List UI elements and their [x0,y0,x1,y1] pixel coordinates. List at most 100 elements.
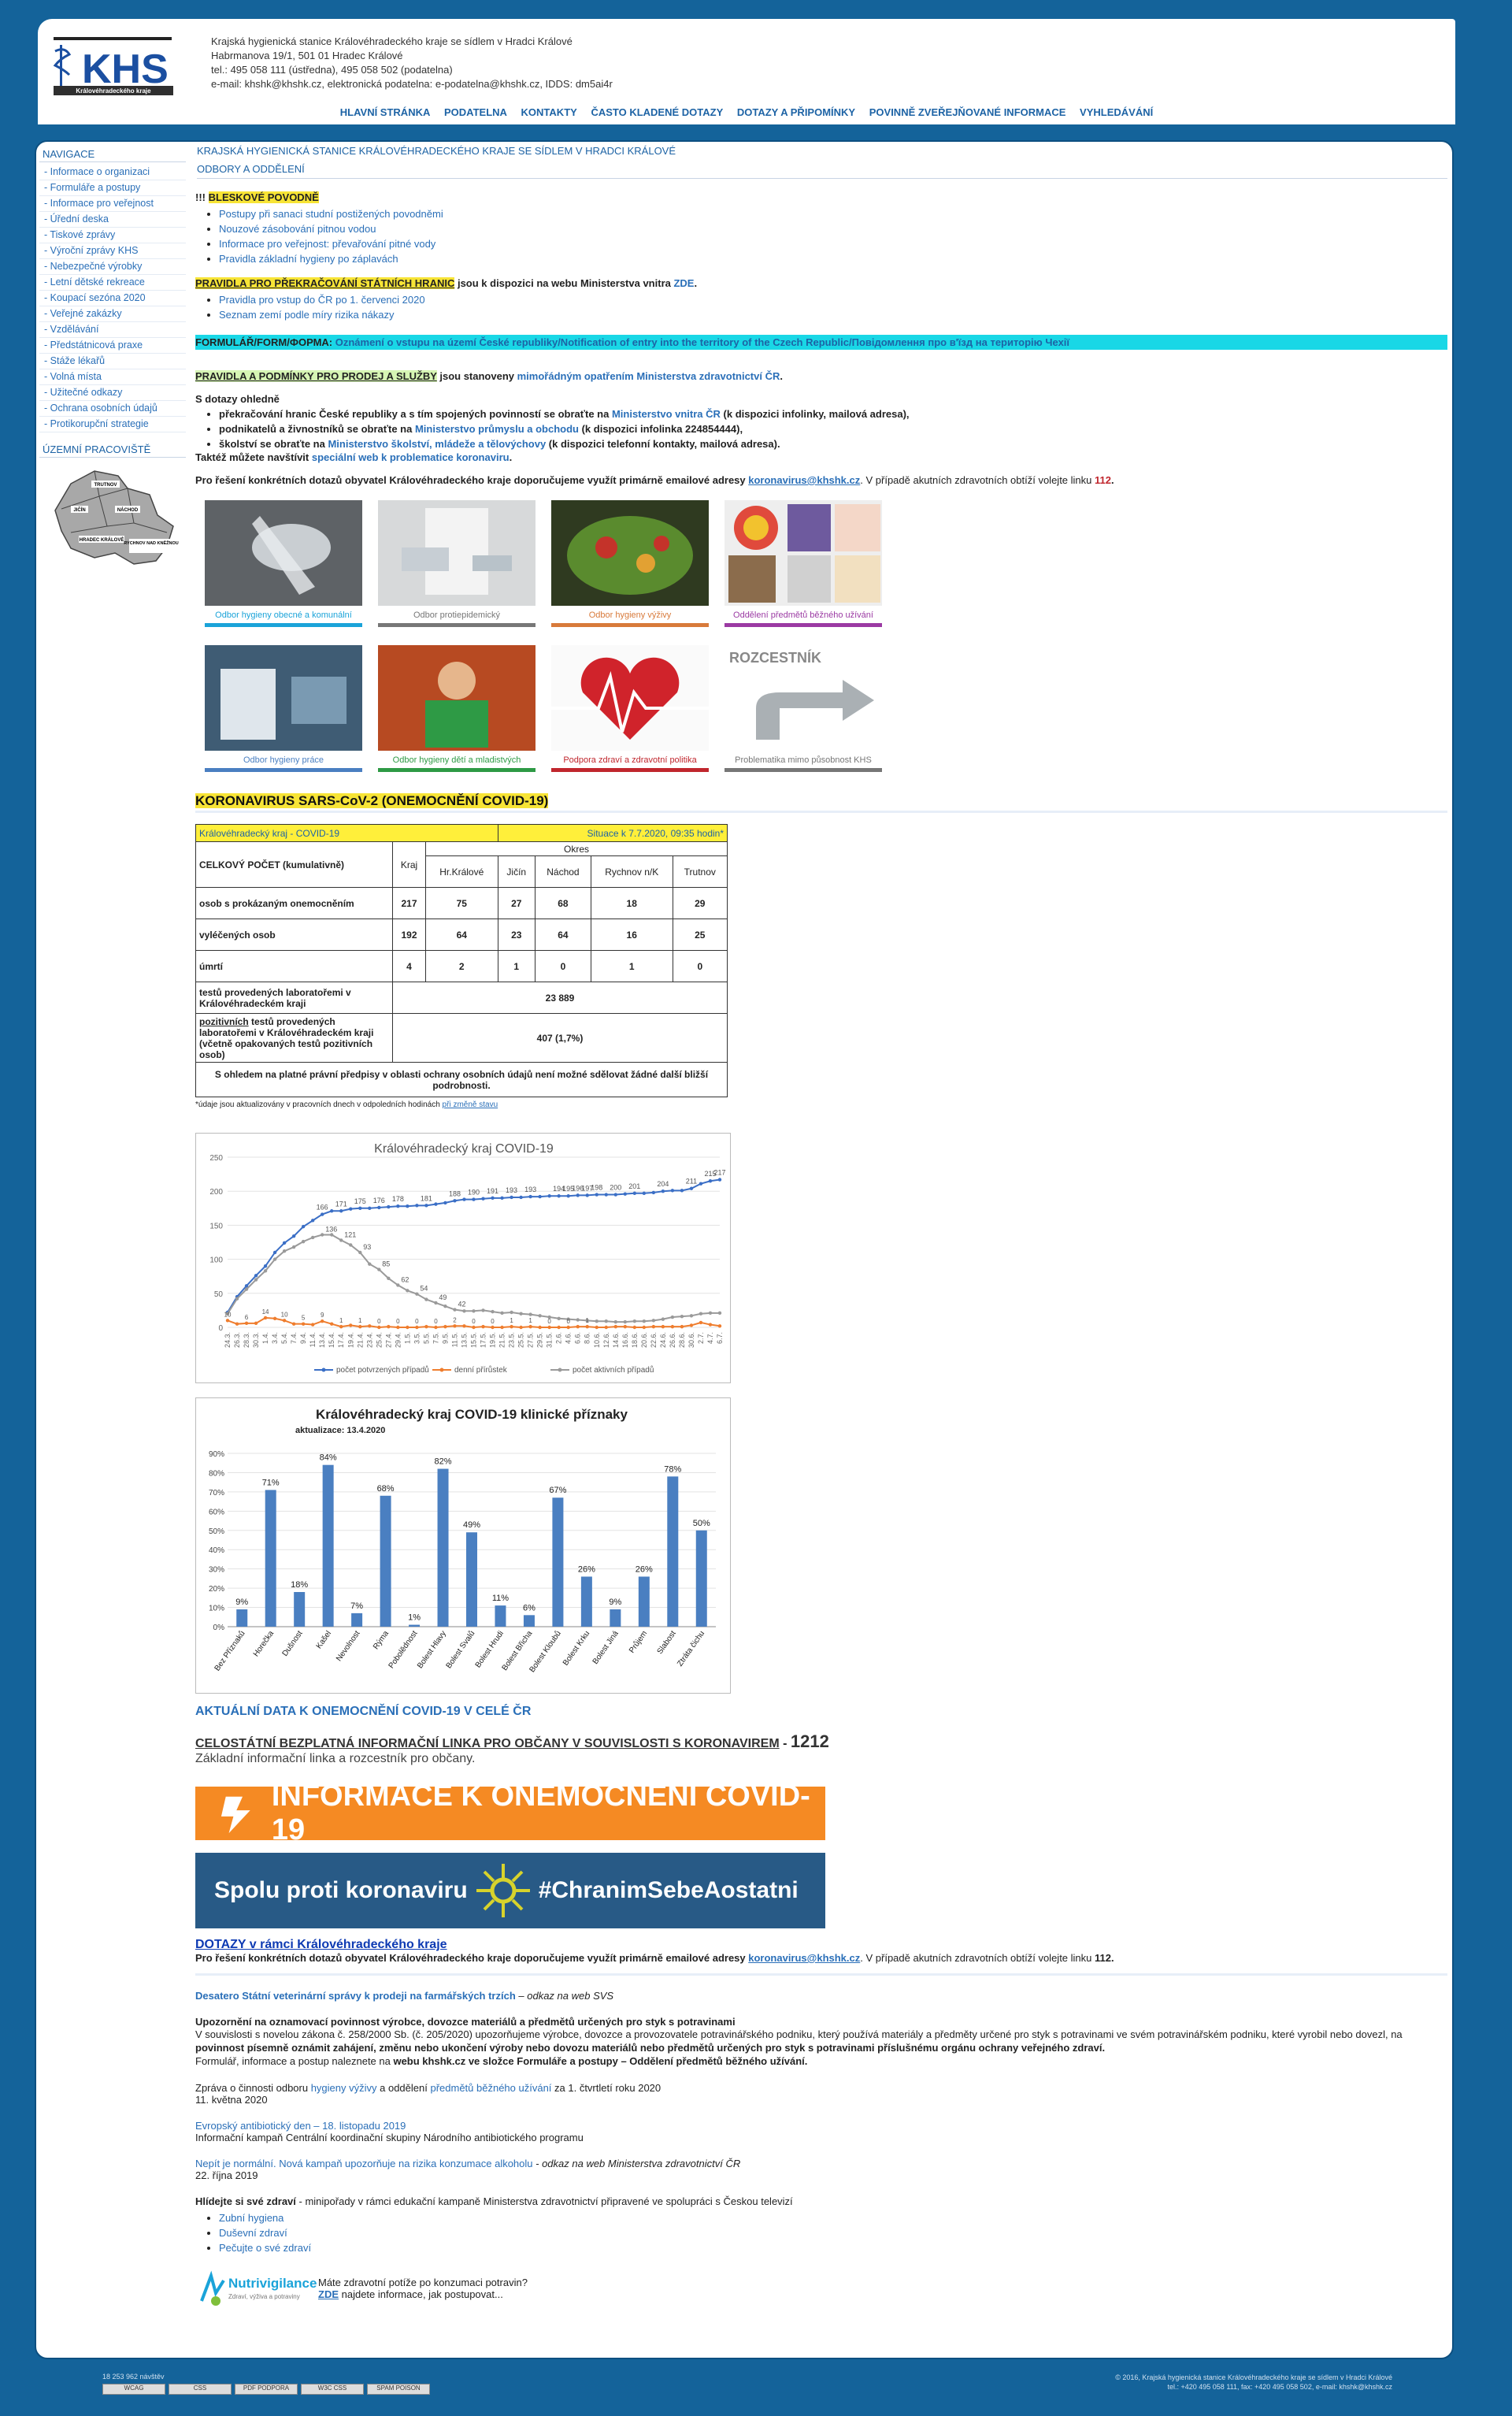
x-tick-label: 6.6. [574,1332,582,1344]
sidebar-item[interactable]: - Letní dětské rekreace [39,275,186,291]
question-link[interactable]: Ministerstvo vnitra ČR [611,408,721,420]
nav-search[interactable]: VYHLEDÁVÁNÍ [1080,106,1154,118]
visit-link[interactable]: speciální web k problematice koronaviru [311,451,510,463]
breadcrumb-org: KRAJSKÁ HYGIENICKÁ STANICE KRÁLOVÉHRADEC… [197,145,676,157]
borders-sublink[interactable]: Seznam zemí podle míry rizika nákazy [219,309,395,321]
nav-questions[interactable]: DOTAZY A PŘIPOMÍNKY [736,106,856,118]
data-point [272,1250,277,1255]
health-link[interactable]: Duševní zdraví [219,2227,287,2239]
khs-logo[interactable]: KHS Královéhradeckého kraje [47,35,178,97]
contact-email-link[interactable]: koronavirus@khshk.cz [748,1952,861,1964]
campaign-banner[interactable]: Spolu proti koronaviru #ChranimSebeAosta… [195,1853,825,1928]
sidebar-item[interactable]: - Stáže lékařů [39,354,186,369]
flood-link[interactable]: Pravidla základní hygieny po záplavách [219,253,398,265]
sidebar-item[interactable]: - Užitečné odkazy [39,385,186,401]
x-tick-label: 30.3. [252,1332,260,1348]
dotazy-link[interactable]: DOTAZY v rámci Královéhradeckého kraje [195,1938,447,1951]
footnote-link[interactable]: při změně stavu [442,1100,498,1109]
tile-consumer-products[interactable]: Oddělení předmětů běžného užívání [724,500,882,627]
footer-badge[interactable]: PDF PODPORA [235,2384,298,2395]
data-point [349,1323,353,1327]
report-text: Zpráva o činnosti odboru [195,2082,311,2094]
question-link[interactable]: Ministerstvo školství, mládeže a tělovýc… [328,438,547,450]
tests-label: testů provedených laboratořemi v Králové… [195,982,393,1014]
nutri-link[interactable]: ZDE [318,2288,339,2300]
tile-epidemiology[interactable]: Odbor protiepidemický [378,500,536,627]
region-map[interactable]: TRUTNOV JIČÍN NÁCHOD HRADEC KRÁLOVÉ RYCH… [39,460,181,573]
sidebar-item[interactable]: - Nebezpečné výrobky [39,259,186,275]
hotline-title[interactable]: CELOSTÁTNÍ BEZPLATNÁ INFORMAČNÍ LINKA PR… [195,1737,780,1750]
sidebar-item[interactable]: - Veřejné zakázky [39,306,186,322]
sidebar-item[interactable]: - Koupací sezóna 2020 [39,291,186,306]
rules-link[interactable]: mimořádným opatřením Ministerstva zdravo… [517,370,780,382]
footer-badge[interactable]: CSS [169,2384,232,2395]
questions-head: S dotazy ohledně [195,393,280,405]
tile-nutrition[interactable]: Odbor hygieny výživy [551,500,709,627]
chart-subtitle: aktualizace: 13.4.2020 [295,1426,385,1435]
tile-children-hygiene[interactable]: Odbor hygieny dětí a mladistvých [378,645,536,772]
positive-tests-label: pozitivních testů provedených laboratoře… [195,1013,393,1063]
tile-general-hygiene[interactable]: Odbor hygieny obecné a komunální [205,500,362,627]
nutrivigilance-logo[interactable]: Nutrivigilance Zdraví, výživa a potravin… [195,2266,317,2310]
sidebar-item[interactable]: - Výroční zprávy KHS [39,243,186,259]
data-point [415,1292,419,1296]
data-point [642,1319,647,1323]
flood-link[interactable]: Informace pro veřejnost: převařování pit… [219,238,436,250]
report-link[interactable]: hygieny výživy [310,2082,377,2094]
data-point [500,1196,504,1201]
col-header: Rychnov n/K [590,855,673,888]
bar [351,1613,363,1627]
data-point [462,1197,466,1201]
report-link[interactable]: předmětů běžného užívání [430,2082,552,2094]
data-label: 188 [449,1189,461,1197]
sidebar-item[interactable]: - Ochrana osobních údajů [39,401,186,417]
x-tick-label: 5.5. [422,1332,430,1344]
entry-form-link[interactable]: Oznámení o vstupu na území České republi… [335,336,1070,348]
sidebar-item[interactable]: - Tiskové zprávy [39,228,186,243]
data-point [462,1324,466,1328]
tile-work-hygiene[interactable]: Odbor hygieny práce [205,645,362,772]
borders-link[interactable]: ZDE [673,277,695,289]
data-point [472,1325,476,1330]
sidebar-item[interactable]: - Formuláře a postupy [39,180,186,196]
health-link[interactable]: Pečujte o své zdraví [219,2242,312,2254]
sidebar-item[interactable]: - Informace pro veřejnost [39,196,186,212]
atb-link[interactable]: Evropský antibiotický den – 18. listopad… [195,2120,406,2132]
vet-link[interactable]: Desatero Státní veterinární správy k pro… [195,1990,516,2002]
data-point [576,1193,580,1197]
covid-info-banner[interactable]: INFORMACE K ONEMOCNĚNÍ COVID-19 [195,1780,825,1846]
nav-mandatory-info[interactable]: POVINNĚ ZVEŘEJŇOVANÉ INFORMACE [869,106,1066,118]
footer-badge[interactable]: WCAG [102,2384,165,2395]
sidebar-item[interactable]: - Vzdělávání [39,322,186,338]
flood-link[interactable]: Nouzové zásobování pitnou vodou [219,223,376,235]
health-link[interactable]: Zubní hygiena [219,2212,284,2224]
sidebar-item[interactable]: - Volná místa [39,369,186,385]
data-point [547,1325,551,1330]
tile-health-promotion[interactable]: Podpora zdraví a zdravotní politika [551,645,709,772]
nav-faq[interactable]: ČASTO KLADENÉ DOTAZY [591,106,724,118]
flood-link[interactable]: Postupy při sanaci studní postižených po… [219,208,443,220]
data-point [576,1318,580,1322]
x-tick-label: 15.4. [328,1332,335,1348]
sidebar-item[interactable]: - Protikorupční strategie [39,417,186,432]
footer-badge[interactable]: W3C CSS [301,2384,364,2395]
footer-badge[interactable]: SPAM POISON [367,2384,430,2395]
nav-contacts[interactable]: KONTAKTY [521,106,577,118]
nav-podatelna[interactable]: PODATELNA [443,106,507,118]
tile-signpost[interactable]: ROZCESTNÍK Problematika mimo působnost K… [724,645,882,772]
covid-data-link[interactable]: AKTUÁLNÍ DATA K ONEMOCNĚNÍ COVID-19 V CE… [195,1705,532,1718]
nav-home[interactable]: HLAVNÍ STRÁNKA [339,106,431,118]
data-point [254,1321,258,1326]
data-point [406,1289,410,1293]
data-label: 200 [610,1184,621,1192]
alcohol-link[interactable]: Nepít je normální. Nová kampaň upozorňuj… [195,2158,533,2169]
borders-sublink[interactable]: Pravidla pro vstup do ČR po 1. červenci … [219,294,425,306]
question-link[interactable]: Ministerstvo průmyslu a obchodu [414,423,579,435]
sidebar-item[interactable]: - Předstátnicová praxe [39,338,186,354]
sidebar-item[interactable]: - Úřední deska [39,212,186,228]
y-tick-label: 60% [209,1508,224,1516]
notify-title: Upozornění na oznamovací povinnost výrob… [195,2016,736,2028]
sidebar-item[interactable]: - Informace o organizaci [39,165,186,180]
contact-email-link[interactable]: koronavirus@khshk.cz [748,474,861,486]
top-navigation: HLAVNÍ STRÁNKA PODATELNA KONTAKTY ČASTO … [38,104,1455,124]
